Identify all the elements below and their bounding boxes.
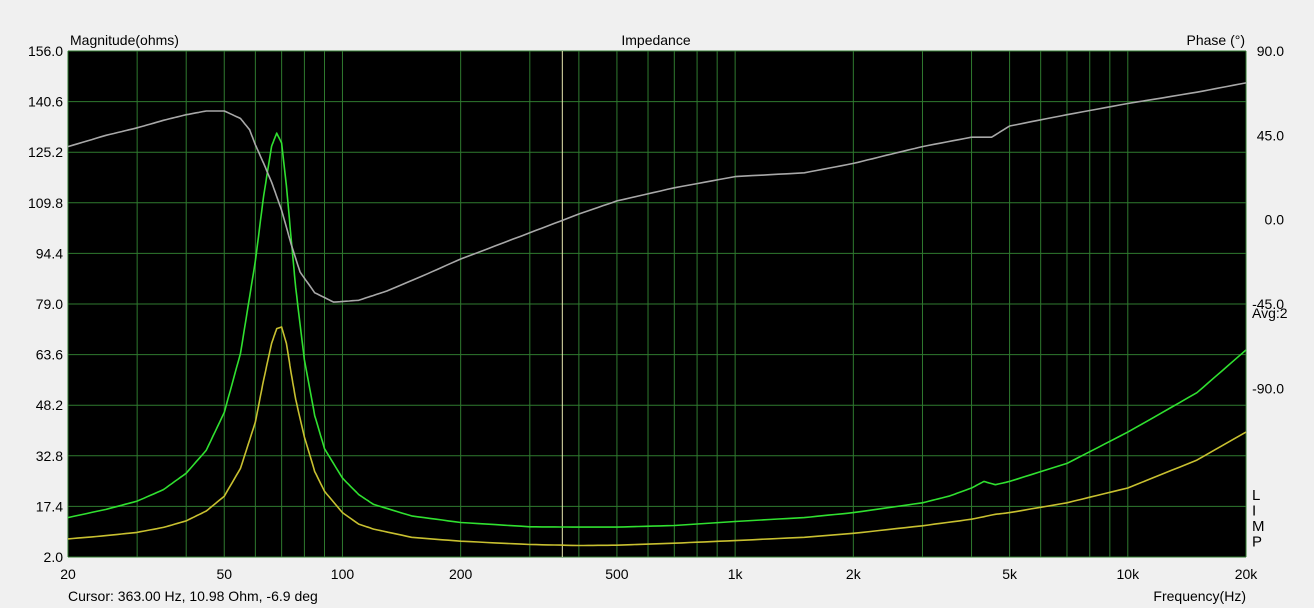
avg-label: Avg:2 xyxy=(1252,305,1288,321)
y2-tick-labels: 90.0 45.0 0.0 -45.0 -90.0 xyxy=(1252,43,1284,396)
y2-tick-label: -90.0 xyxy=(1252,380,1284,396)
x-axis-label: Frequency(Hz) xyxy=(1153,588,1246,604)
y2-tick-label: 45.0 xyxy=(1257,127,1284,143)
grid xyxy=(67,50,1247,558)
y-tick-label: 156.0 xyxy=(28,43,63,59)
y-tick-label: 94.4 xyxy=(36,245,63,261)
x-tick-label: 1k xyxy=(728,566,744,582)
x-tick-label: 500 xyxy=(605,566,629,582)
x-tick-label: 20k xyxy=(1235,566,1259,582)
y2-tick-label: 90.0 xyxy=(1257,43,1284,59)
y2-tick-label: 0.0 xyxy=(1265,212,1285,228)
y-tick-label: 125.2 xyxy=(28,144,63,160)
y-tick-label: 109.8 xyxy=(28,195,63,211)
y-tick-label: 17.4 xyxy=(36,498,63,514)
y-tick-label: 79.0 xyxy=(36,296,63,312)
x-tick-label: 100 xyxy=(331,566,355,582)
chart-title: Impedance xyxy=(621,32,690,48)
y-tick-label: 140.6 xyxy=(28,94,63,110)
y-tick-label: 32.8 xyxy=(36,448,63,464)
x-tick-label: 10k xyxy=(1117,566,1141,582)
x-tick-label: 2k xyxy=(846,566,862,582)
cursor-readout: Cursor: 363.00 Hz, 10.98 Ohm, -6.9 deg xyxy=(68,588,318,604)
x-tick-label: 200 xyxy=(449,566,473,582)
y-axis-label: Magnitude(ohms) xyxy=(70,32,179,48)
series-line-1 xyxy=(67,132,1247,528)
series-layer xyxy=(67,82,1247,547)
x-tick-label: 20 xyxy=(60,566,76,582)
legend-letter: I xyxy=(1252,503,1256,520)
y-tick-label: 2.0 xyxy=(44,549,64,565)
y-tick-label: 63.6 xyxy=(36,347,63,363)
legend-letter: M xyxy=(1252,518,1265,535)
series-line-3 xyxy=(67,82,1247,303)
x-tick-label: 50 xyxy=(216,566,232,582)
x-tick-labels: 20 50 100 200 500 1k 2k 5k 10k 20k xyxy=(60,566,1258,582)
y-tick-label: 48.2 xyxy=(36,397,63,413)
x-tick-label: 5k xyxy=(1002,566,1018,582)
legend-letter: P xyxy=(1252,534,1262,551)
y-tick-labels: 156.0 140.6 125.2 109.8 94.4 79.0 63.6 48.2 32.8… xyxy=(28,43,63,565)
legend-letter: L xyxy=(1252,487,1260,504)
y2-axis-label: Phase (°) xyxy=(1186,32,1245,48)
series-line-2 xyxy=(67,326,1247,547)
y2-tick-label: -45.0 xyxy=(1252,296,1284,312)
